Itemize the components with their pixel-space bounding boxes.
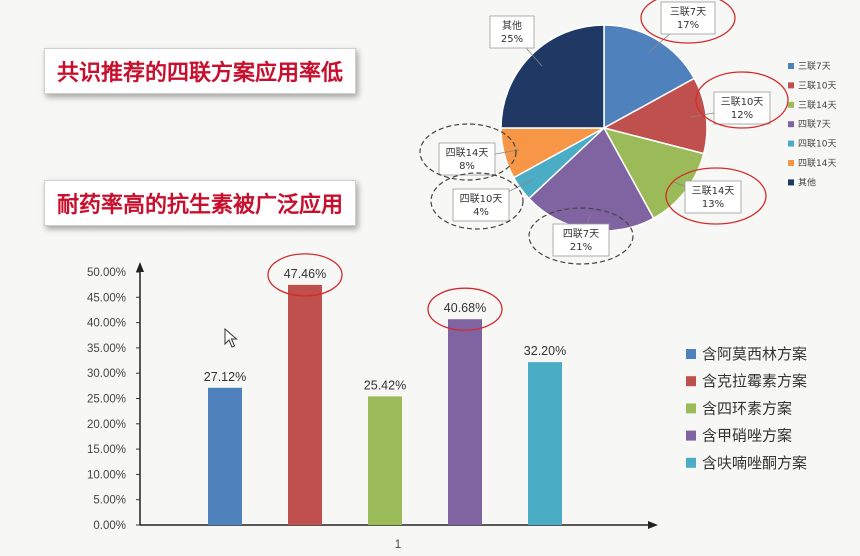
pie-legend-label: 三联10天 <box>798 80 836 91</box>
bar-legend-label: 含克拉霉素方案 <box>702 372 807 390</box>
pie-slice-value: 13% <box>702 199 724 210</box>
pie-legend-label: 四联10天 <box>798 139 836 150</box>
highlight-circle <box>695 71 789 129</box>
bar <box>288 284 322 525</box>
bar <box>528 362 562 525</box>
pie-legend-swatch <box>788 160 794 166</box>
y-tick-label: 25.00% <box>87 394 126 406</box>
pie-slice-value: 17% <box>677 20 699 31</box>
highlight-circle <box>267 253 343 297</box>
mouse-cursor-icon <box>224 328 238 348</box>
y-tick-label: 45.00% <box>87 292 126 304</box>
bar-legend-label: 含甲硝唑方案 <box>702 427 792 445</box>
bar-legend-label: 含四环素方案 <box>702 399 792 417</box>
y-axis-arrow <box>136 262 144 272</box>
bar-legend-swatch <box>686 457 696 468</box>
pie-slice-label: 三联14天 <box>692 185 735 197</box>
bar-legend-swatch <box>686 376 696 387</box>
pie-slice-label: 其他 <box>502 19 522 32</box>
y-tick-label: 30.00% <box>87 368 126 380</box>
pie-legend-label: 四联14天 <box>798 158 836 169</box>
pie-legend-swatch <box>788 140 794 147</box>
pie-slice-label: 四联7天 <box>563 228 599 240</box>
pie-slice-value: 12% <box>731 110 753 121</box>
bar-legend-label: 含阿莫西林方案 <box>702 345 807 363</box>
y-tick-label: 35.00% <box>87 343 126 355</box>
bar <box>208 387 242 525</box>
pie-label-box <box>452 188 510 222</box>
heading-top: 共识推荐的四联方案应用率低 <box>44 48 357 94</box>
pie-slice <box>603 24 696 130</box>
pie-slice-label: 四联10天 <box>460 193 503 205</box>
pie-label-box <box>660 1 716 35</box>
pie-legend-label: 三联14天 <box>798 100 836 111</box>
pie-slice-label: 三联10天 <box>721 96 764 108</box>
bar <box>448 319 482 525</box>
highlight-circle <box>640 0 736 44</box>
pie-label-box <box>438 142 496 176</box>
pie-slice-value: 4% <box>473 207 489 218</box>
y-tick-label: 50.00% <box>87 267 126 279</box>
pie-legend-swatch <box>788 179 794 186</box>
pie-slice-label: 四联14天 <box>446 147 489 159</box>
bar-data-label: 40.68% <box>444 301 486 315</box>
y-tick-label: 5.00% <box>93 495 126 507</box>
pie-label-box <box>552 223 610 257</box>
x-category-label: 1 <box>395 539 401 551</box>
pie-slice <box>601 77 708 155</box>
pie-legend-label: 三联7天 <box>798 61 831 72</box>
bar-legend-swatch <box>686 349 696 359</box>
highlight-circle <box>427 287 503 331</box>
y-tick-label: 10.00% <box>87 469 126 481</box>
pie-slice-value: 25% <box>501 34 523 45</box>
pie-label-box <box>684 180 742 214</box>
bar <box>368 396 402 525</box>
pie-label-box <box>713 91 771 125</box>
pie-slice-value: 21% <box>570 242 592 253</box>
pie-slice-label: 三联7天 <box>670 6 706 18</box>
bar-data-label: 25.42% <box>364 378 406 392</box>
bar-legend-swatch <box>686 430 696 441</box>
y-tick-label: 20.00% <box>87 419 126 431</box>
pie-legend-swatch <box>788 101 794 108</box>
bar-data-label: 27.12% <box>204 370 246 384</box>
pie-slice <box>500 24 605 129</box>
heading-bottom: 耐药率高的抗生素被广泛应用 <box>44 180 357 226</box>
pie-legend-label: 四联7天 <box>798 119 831 130</box>
y-tick-label: 40.00% <box>87 318 126 330</box>
pie-legend-swatch <box>788 63 794 69</box>
pie-legend-swatch <box>788 82 794 89</box>
pie-legend-label: 其他 <box>798 176 816 188</box>
highlight-circle-dashed <box>430 172 524 230</box>
bar-data-label: 32.20% <box>524 344 566 358</box>
pie-slice-value: 8% <box>459 161 475 172</box>
highlight-circle-dashed <box>419 123 517 181</box>
y-tick-label: 15.00% <box>87 444 126 456</box>
bar-legend-label: 含呋喃唑酮方案 <box>702 454 807 472</box>
x-axis-arrow <box>648 521 658 529</box>
pie-label-box <box>489 15 535 49</box>
highlight-circle-dashed <box>528 207 634 265</box>
bar-data-label: 47.46% <box>284 267 326 281</box>
highlight-circle <box>665 167 767 225</box>
pie-legend-swatch <box>788 121 794 128</box>
bar-legend-swatch <box>686 403 696 414</box>
y-tick-label: 0.00% <box>93 520 126 532</box>
